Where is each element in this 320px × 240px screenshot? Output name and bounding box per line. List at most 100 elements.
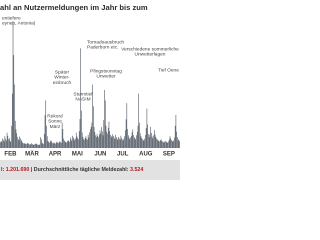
annotation: Paderborn etc. [87, 45, 118, 51]
bar [14, 84, 15, 148]
bar [41, 142, 43, 148]
bar [130, 137, 131, 148]
bar [133, 137, 135, 148]
bar [37, 144, 38, 148]
footer-band [0, 160, 180, 180]
bar [107, 127, 109, 148]
bar [104, 100, 106, 148]
bar [25, 143, 26, 148]
bar [161, 140, 163, 148]
bar [101, 131, 103, 148]
bar [1, 141, 3, 148]
bar [20, 138, 21, 148]
bar [26, 144, 27, 148]
bar [136, 131, 138, 148]
bar [124, 136, 125, 148]
bar [64, 140, 65, 148]
bar [36, 144, 38, 148]
bar [99, 134, 100, 148]
bar [110, 134, 111, 148]
bar [33, 144, 35, 148]
bar [96, 133, 98, 148]
bar [169, 136, 171, 148]
bar [29, 144, 30, 148]
bar [130, 135, 132, 148]
bar [76, 136, 78, 148]
bar [122, 140, 124, 148]
bar [171, 139, 172, 148]
bar [100, 133, 102, 148]
bar [170, 138, 171, 148]
bar [85, 136, 87, 148]
bar [128, 137, 130, 148]
bar [39, 144, 41, 148]
bar [97, 135, 99, 148]
bar [109, 131, 111, 148]
bar [166, 142, 168, 148]
bar [30, 143, 32, 148]
chart-title: ahl an Nutzermeldungen im Jahr bis zum [0, 3, 148, 12]
bar [40, 139, 42, 148]
bar [46, 136, 48, 148]
annotation: Rekord [47, 113, 63, 119]
bar [43, 143, 44, 148]
bar [121, 137, 122, 148]
bar [2, 138, 3, 148]
bar [131, 132, 133, 148]
avg: 3.524 [130, 167, 143, 173]
bar [24, 143, 26, 148]
x-tick-label: SEP [163, 152, 175, 158]
bar [112, 134, 113, 148]
bar [152, 138, 154, 148]
bar [103, 119, 105, 148]
bar [113, 135, 114, 148]
bar [127, 128, 128, 148]
x-tick-label: JUL [117, 152, 129, 158]
bar [20, 139, 22, 148]
bar [53, 142, 55, 148]
bar [137, 125, 139, 148]
bar [67, 141, 68, 148]
bar [72, 135, 73, 148]
annotation: Unwetter [96, 74, 116, 80]
bar [125, 130, 126, 148]
bar [163, 142, 165, 148]
bar [150, 126, 151, 148]
bar [3, 141, 5, 148]
annotation: Unwetterlagen [135, 52, 166, 58]
bar [148, 137, 150, 148]
bar [75, 132, 77, 148]
bar [6, 132, 8, 148]
bar [143, 140, 145, 148]
bar [92, 84, 93, 148]
bar [119, 139, 121, 148]
bar [174, 137, 175, 148]
bar [168, 141, 169, 148]
bar [49, 142, 50, 148]
separator: | [31, 167, 33, 173]
bar [61, 122, 63, 148]
bar [162, 142, 164, 148]
bar [151, 132, 152, 148]
bar [104, 89, 105, 148]
bar [78, 139, 79, 148]
bar [38, 145, 40, 148]
bar [32, 144, 34, 148]
bar [139, 133, 141, 148]
bar [162, 141, 163, 148]
bar [155, 136, 157, 148]
avg-label: Durchschnittliche tägliche Meldezahl: [34, 167, 129, 173]
bar [45, 100, 47, 148]
annotation: Verschiedene sommerliche [121, 46, 179, 52]
bar [7, 135, 9, 148]
bar [147, 124, 148, 148]
chart: ahl an Nutzermeldungen im Jahr bis zum l… [0, 0, 180, 180]
x-tick-label: APR [49, 152, 62, 158]
bar [16, 133, 18, 148]
bar [81, 110, 82, 148]
bar [87, 139, 88, 148]
bar [145, 135, 146, 148]
bar [73, 139, 75, 148]
bar [167, 142, 169, 148]
bar [122, 139, 123, 148]
